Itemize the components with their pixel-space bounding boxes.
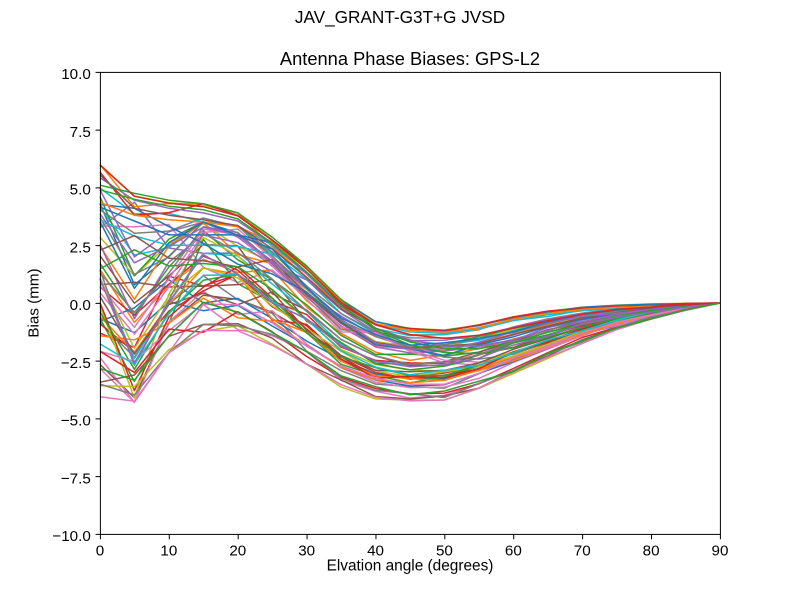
svg-text:10.0: 10.0 — [61, 66, 91, 83]
svg-text:90: 90 — [712, 543, 729, 560]
svg-text:80: 80 — [643, 543, 660, 560]
svg-text:Antenna Phase Biases: GPS-L2: Antenna Phase Biases: GPS-L2 — [280, 48, 540, 69]
svg-text:5.0: 5.0 — [70, 182, 91, 199]
svg-text:10: 10 — [160, 543, 177, 560]
svg-text:Bias (mm): Bias (mm) — [26, 268, 43, 337]
svg-text:−2.5: −2.5 — [61, 355, 91, 372]
svg-text:0: 0 — [96, 543, 104, 560]
svg-text:40: 40 — [367, 543, 384, 560]
svg-text:JAV_GRANT-G3T+G JVSD: JAV_GRANT-G3T+G JVSD — [295, 7, 505, 27]
svg-text:−5.0: −5.0 — [61, 413, 91, 430]
svg-text:−10.0: −10.0 — [52, 528, 90, 545]
svg-text:0.0: 0.0 — [70, 297, 91, 314]
svg-text:50: 50 — [436, 543, 453, 560]
svg-text:20: 20 — [229, 543, 246, 560]
svg-text:Elvation angle (degrees): Elvation angle (degrees) — [327, 558, 494, 575]
svg-text:7.5: 7.5 — [70, 124, 91, 141]
svg-text:70: 70 — [574, 543, 591, 560]
svg-text:−7.5: −7.5 — [61, 470, 91, 487]
svg-text:2.5: 2.5 — [70, 239, 91, 256]
svg-text:60: 60 — [505, 543, 522, 560]
svg-text:30: 30 — [298, 543, 315, 560]
